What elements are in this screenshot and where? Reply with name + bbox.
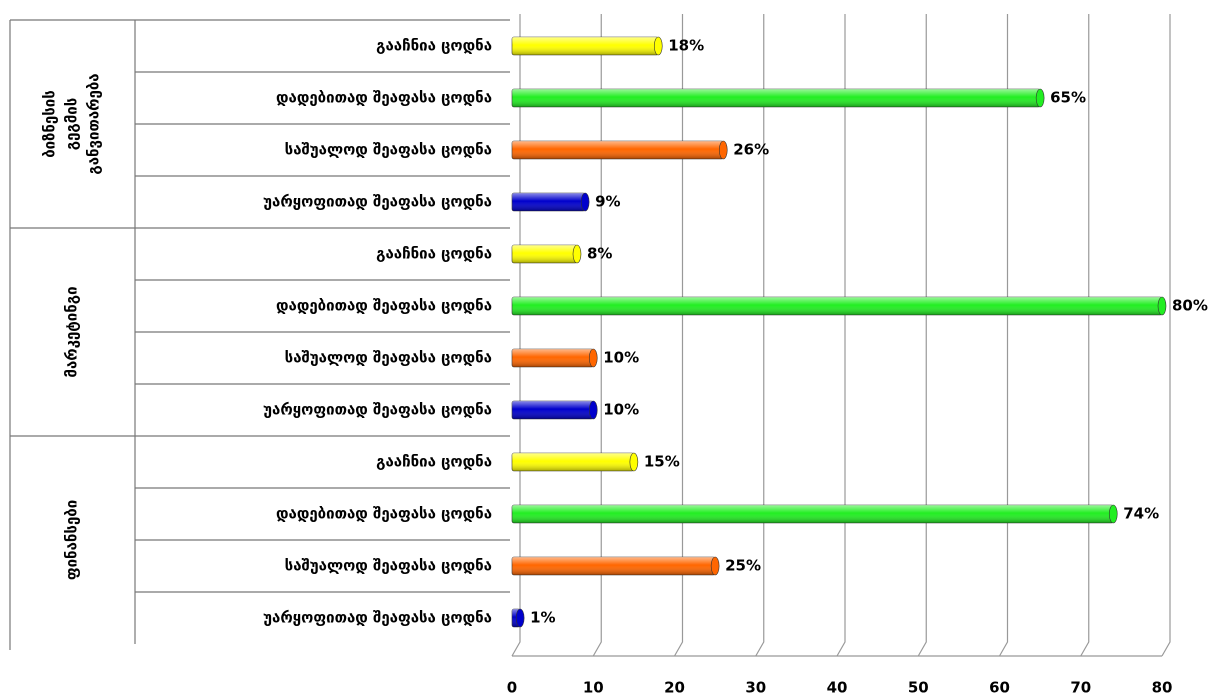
bar-end xyxy=(1035,88,1045,108)
bar-shading xyxy=(512,505,1114,523)
grid-line xyxy=(917,14,927,657)
x-tick-label: 10 xyxy=(583,679,604,697)
grid-line xyxy=(1080,14,1090,657)
grid-line xyxy=(998,14,1009,657)
bar-end xyxy=(653,36,663,56)
group-label: განვითარება xyxy=(85,73,103,174)
value-label: 10% xyxy=(603,349,639,367)
value-label: 74% xyxy=(1123,505,1159,523)
group-label: ფინანსები xyxy=(63,500,81,580)
category-label: საშუალოდ შეაფასა ცოდნა xyxy=(285,557,492,575)
bar-end xyxy=(572,244,582,264)
bar-end xyxy=(1108,504,1118,524)
bar-end xyxy=(588,400,598,420)
x-tick-label: 0 xyxy=(507,679,517,697)
group-label: მარკეტინგი xyxy=(63,286,81,377)
x-tick-label: 40 xyxy=(827,679,848,697)
x-tick-label: 60 xyxy=(989,679,1010,697)
bar-shading xyxy=(512,245,577,263)
category-label: უარყოფითად შეაფასა ცოდნა xyxy=(263,609,492,627)
category-label: უარყოფითად შეაფასა ცოდნა xyxy=(263,401,492,419)
x-tick-label: 20 xyxy=(664,679,685,697)
group-label: გეგმის xyxy=(63,98,81,151)
x-tick-label: 70 xyxy=(1070,679,1091,697)
bar-shading xyxy=(512,297,1162,315)
value-label: 8% xyxy=(587,245,612,263)
bar-end xyxy=(588,348,598,368)
bar-end xyxy=(718,140,728,160)
value-label: 15% xyxy=(644,453,680,471)
category-label: საშუალოდ შეაფასა ცოდნა xyxy=(285,349,492,367)
grid-line xyxy=(1161,14,1171,657)
bar-end xyxy=(710,556,720,576)
value-label: 26% xyxy=(733,141,769,159)
x-tick-label: 30 xyxy=(745,679,766,697)
category-label: უარყოფითად შეაფასა ცოდნა xyxy=(263,193,492,211)
category-label: დადებითად შეაფასა ცოდნა xyxy=(276,89,492,107)
category-label: გააჩნია ცოდნა xyxy=(376,37,492,55)
value-label: 1% xyxy=(530,609,555,627)
bar-end xyxy=(1157,296,1167,316)
bar-shading xyxy=(512,89,1041,107)
value-label: 25% xyxy=(725,557,761,575)
category-label: საშუალოდ შეაფასა ცოდნა xyxy=(285,141,492,159)
value-label: 18% xyxy=(668,37,704,55)
bar-end xyxy=(515,608,525,628)
grid-line xyxy=(592,14,602,657)
bar-shading xyxy=(512,349,594,367)
x-tick-label: 50 xyxy=(908,679,929,697)
grid-line xyxy=(673,14,684,657)
category-label: დადებითად შეაფასა ცოდნა xyxy=(276,505,492,523)
bar-shading xyxy=(512,401,594,419)
bar-shading xyxy=(512,453,634,471)
value-label: 9% xyxy=(595,193,620,211)
grid-line xyxy=(755,14,765,657)
value-label: 10% xyxy=(603,401,639,419)
x-tick-label: 80 xyxy=(1152,679,1173,697)
bar-shading xyxy=(512,37,659,55)
bar-end xyxy=(580,192,590,212)
grid-line xyxy=(511,14,521,657)
bar-end xyxy=(629,452,639,472)
group-label: ბიზნესის xyxy=(41,90,59,158)
grid-line xyxy=(836,14,846,657)
value-label: 80% xyxy=(1172,297,1208,315)
bar-shading xyxy=(512,557,716,575)
value-label: 65% xyxy=(1050,89,1086,107)
category-label: გააჩნია ცოდნა xyxy=(376,453,492,471)
category-label: გააჩნია ცოდნა xyxy=(376,245,492,263)
bar-shading xyxy=(512,193,586,211)
bar-shading xyxy=(512,141,724,159)
category-label: დადებითად შეაფასა ცოდნა xyxy=(276,297,492,315)
